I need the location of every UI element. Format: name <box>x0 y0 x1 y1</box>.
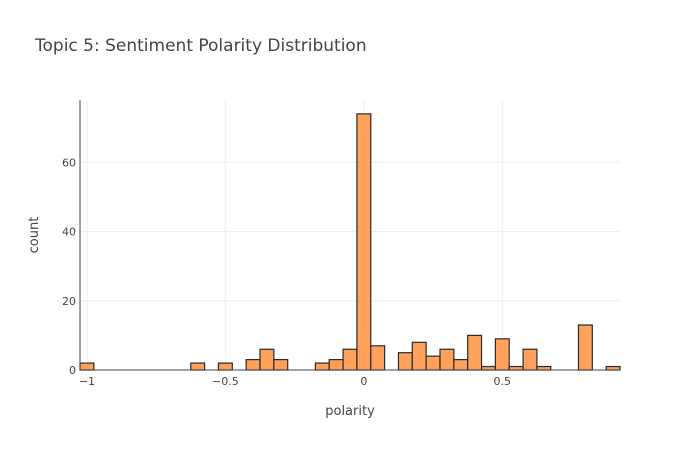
histogram-bar <box>190 362 206 371</box>
y-tick-label: 40 <box>62 226 76 239</box>
histogram-bar <box>577 324 593 371</box>
histogram-bar <box>453 359 469 371</box>
histogram-bar <box>439 348 455 371</box>
y-tick-label: 20 <box>62 295 76 308</box>
chart-title: Topic 5: Sentiment Polarity Distribution <box>34 36 367 56</box>
histogram-bar <box>467 334 483 371</box>
histogram-bar <box>397 352 413 371</box>
x-tick-label: 0.5 <box>494 375 512 388</box>
x-tick-label: −1 <box>79 375 95 388</box>
histogram-bar <box>328 359 344 371</box>
histogram-bar <box>522 348 538 371</box>
x-tick-label: 0 <box>360 375 367 388</box>
histogram-bar <box>356 113 372 371</box>
histogram-bar <box>314 362 330 371</box>
y-tick-label: 0 <box>69 364 76 377</box>
histogram-bar <box>536 365 552 371</box>
x-tick-label: −0.5 <box>212 375 239 388</box>
grid-lines <box>80 100 620 370</box>
histogram-bar <box>245 359 261 371</box>
histogram-bar <box>342 348 358 371</box>
histogram-bars <box>79 113 621 371</box>
histogram-bar <box>480 365 496 371</box>
histogram-bar <box>79 362 95 371</box>
histogram-bar <box>605 365 621 371</box>
y-axis-label: count <box>27 217 42 254</box>
histogram-bar <box>508 365 524 371</box>
y-tick-label: 60 <box>62 156 76 169</box>
axes <box>79 100 620 371</box>
histogram-bar <box>411 341 427 371</box>
histogram-bar <box>494 338 510 371</box>
histogram-bar <box>370 345 386 371</box>
histogram-bar <box>217 362 233 371</box>
histogram-bar <box>425 355 441 371</box>
x-axis-label: polarity <box>325 404 375 419</box>
y-axis-ticks: 0 20 40 60 <box>62 156 76 377</box>
x-axis-ticks: −1 −0.5 0 0.5 <box>79 375 511 388</box>
histogram-bar <box>273 359 289 371</box>
histogram-bar <box>259 348 275 371</box>
